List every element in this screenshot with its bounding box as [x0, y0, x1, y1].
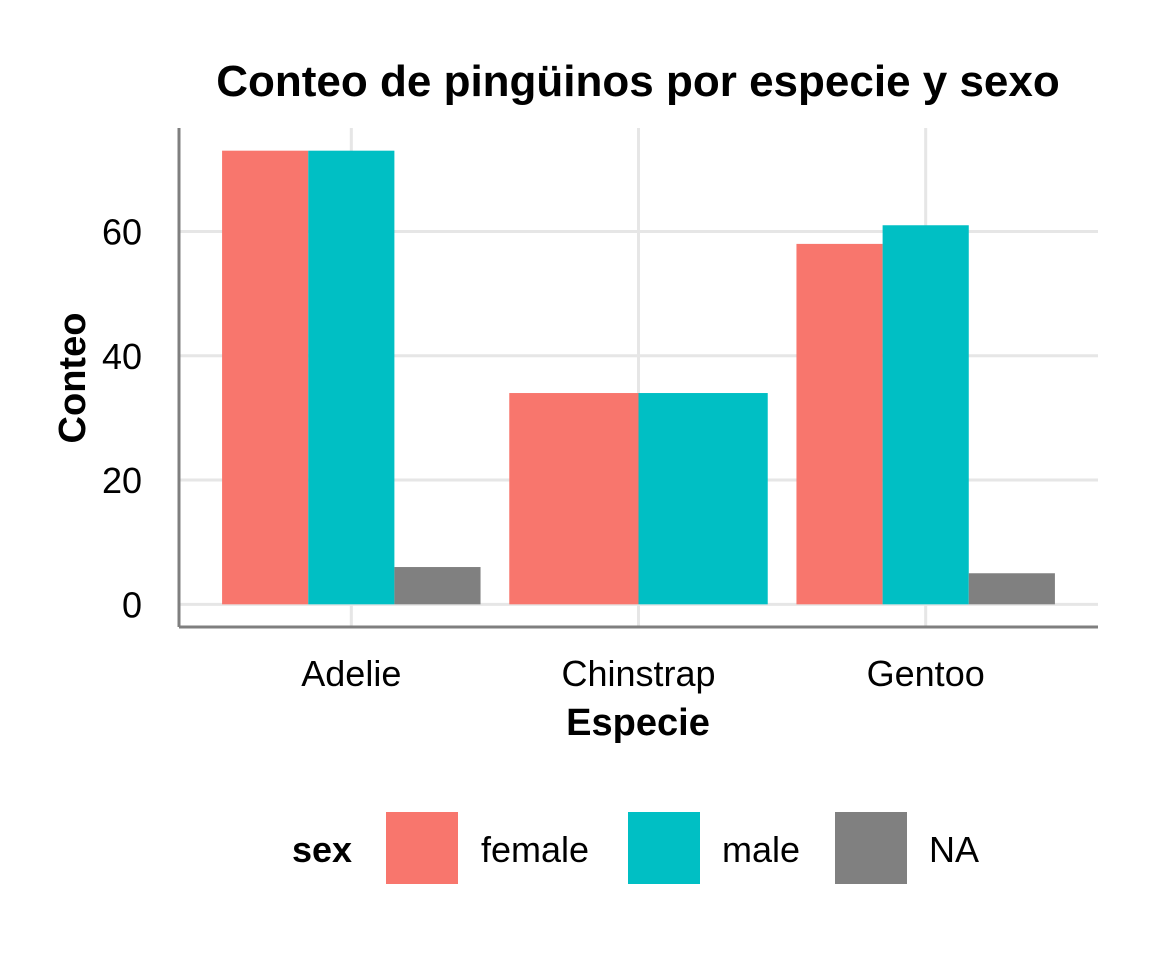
legend: sex female male NA	[292, 812, 979, 884]
legend-key-na	[835, 812, 907, 884]
legend-key-male	[628, 812, 700, 884]
x-axis-title: Especie	[566, 702, 710, 744]
chart-title: Conteo de pingüinos por especie y sexo	[216, 57, 1060, 106]
y-tick-label: 60	[102, 211, 142, 252]
legend-items: female male NA	[386, 812, 979, 884]
bar-chinstrap-female	[509, 393, 639, 605]
bars	[222, 150, 1055, 605]
axes	[177, 128, 1098, 629]
y-tick-label: 40	[102, 336, 142, 377]
legend-title: sex	[292, 829, 352, 870]
y-tick-label: 0	[122, 584, 142, 625]
bar-gentoo-female	[796, 243, 883, 605]
x-tick-label: Gentoo	[867, 653, 985, 694]
x-tick-label: Chinstrap	[561, 653, 715, 694]
bar-adelie-na	[394, 567, 481, 605]
bar-gentoo-male	[882, 225, 969, 605]
legend-label-na: NA	[929, 829, 979, 870]
bar-gentoo-na	[968, 573, 1055, 605]
x-tick-label: Adelie	[301, 653, 401, 694]
legend-label-female: female	[481, 829, 589, 870]
bar-chinstrap-male	[638, 393, 768, 605]
y-tick-labels: 0 20 40 60	[102, 211, 142, 625]
x-tick-labels: Adelie Chinstrap Gentoo	[301, 653, 984, 694]
legend-key-female	[386, 812, 458, 884]
legend-label-male: male	[722, 829, 800, 870]
y-tick-label: 20	[102, 460, 142, 501]
y-axis-title: Conteo	[52, 313, 94, 444]
bar-adelie-male	[308, 150, 395, 605]
bar-adelie-female	[222, 150, 309, 605]
